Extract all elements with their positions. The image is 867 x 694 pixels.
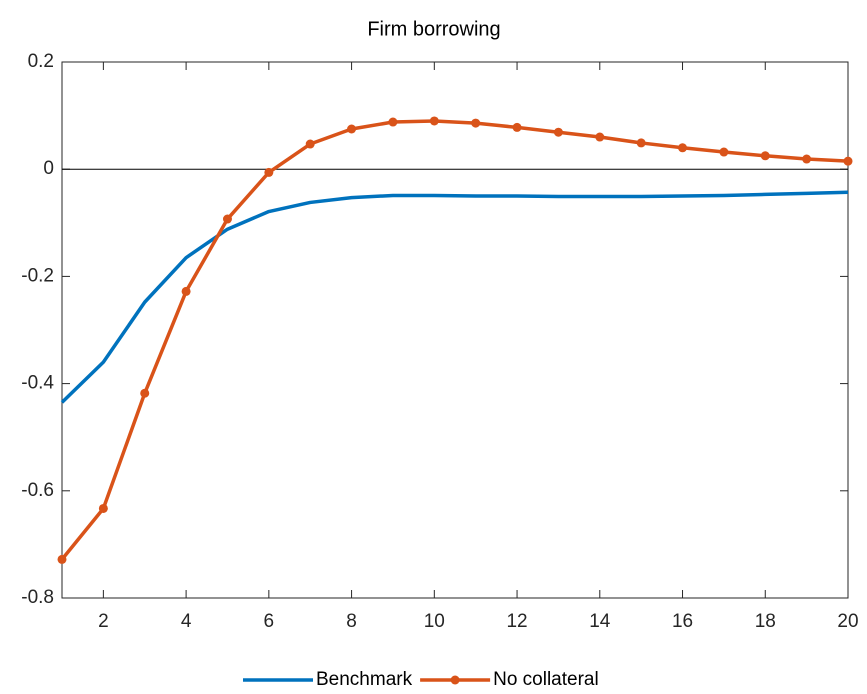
x-tick-label: 12 bbox=[506, 611, 527, 632]
point bbox=[636, 138, 646, 148]
point bbox=[760, 151, 770, 161]
point bbox=[719, 147, 729, 157]
x-tick-label: 6 bbox=[264, 611, 275, 632]
point bbox=[347, 124, 357, 134]
series-line bbox=[60, 119, 849, 561]
point bbox=[305, 139, 315, 149]
point bbox=[843, 156, 853, 166]
point bbox=[98, 503, 108, 513]
point bbox=[222, 214, 232, 224]
point bbox=[264, 167, 274, 177]
legend-marker bbox=[450, 675, 460, 685]
legend-label: Benchmark bbox=[316, 669, 413, 690]
legend-label: No collateral bbox=[493, 669, 599, 690]
plot-area bbox=[61, 61, 849, 599]
point bbox=[553, 127, 563, 137]
point bbox=[471, 118, 481, 128]
point bbox=[388, 117, 398, 127]
x-tick-label: 8 bbox=[346, 611, 357, 632]
series-line bbox=[60, 190, 849, 404]
point bbox=[802, 154, 812, 164]
x-tick-label: 10 bbox=[424, 611, 445, 632]
y-tick-label: -0.6 bbox=[21, 480, 54, 501]
point bbox=[181, 286, 191, 296]
x-tick-label: 14 bbox=[589, 611, 611, 632]
y-tick-label: -0.2 bbox=[21, 265, 54, 286]
y-tick-label: 0.2 bbox=[28, 51, 54, 72]
y-tick-label: 0 bbox=[43, 158, 54, 179]
x-tick-label: 16 bbox=[672, 611, 693, 632]
x-tick-label: 20 bbox=[837, 611, 858, 632]
point bbox=[57, 554, 67, 564]
x-tick-label: 18 bbox=[755, 611, 776, 632]
point bbox=[512, 122, 522, 132]
x-tick-label: 4 bbox=[181, 611, 192, 632]
point bbox=[595, 132, 605, 142]
point bbox=[678, 143, 688, 153]
point bbox=[429, 116, 439, 126]
y-tick-label: -0.8 bbox=[21, 587, 54, 608]
point bbox=[140, 388, 150, 398]
chart-title: Firm borrowing bbox=[367, 18, 500, 40]
y-tick-label: -0.4 bbox=[21, 373, 54, 394]
x-tick-label: 2 bbox=[98, 611, 109, 632]
